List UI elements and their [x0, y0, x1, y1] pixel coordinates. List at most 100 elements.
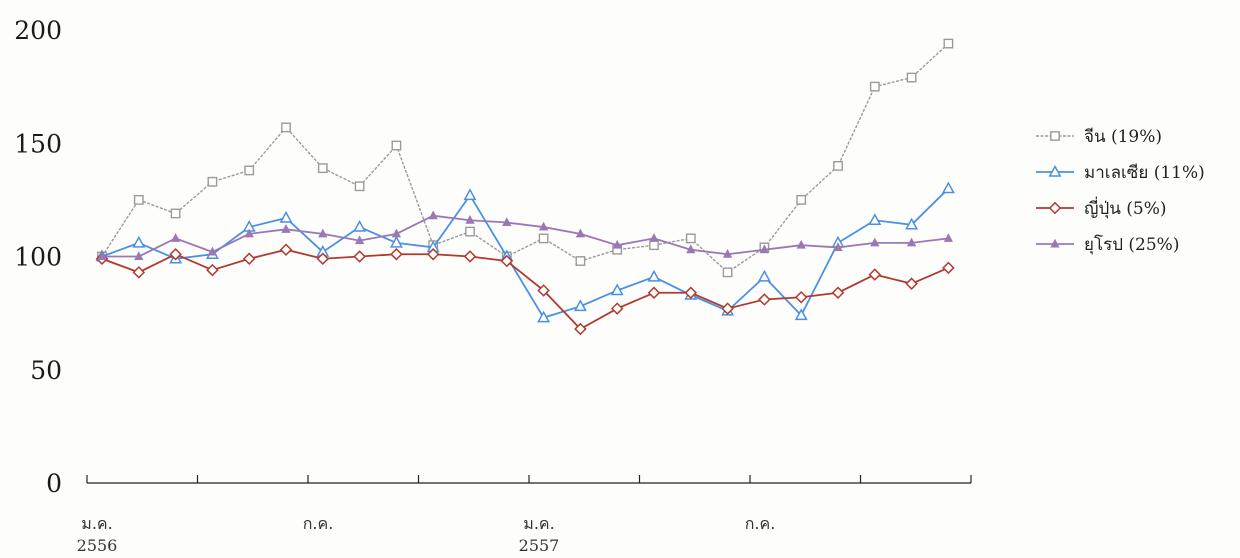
- data-point: [170, 208, 181, 219]
- data-point: [870, 237, 880, 247]
- data-point: [610, 283, 624, 296]
- data-point: [796, 239, 806, 249]
- data-point: [575, 256, 586, 266]
- data-point: [391, 140, 402, 151]
- data-point: [390, 247, 403, 261]
- data-point: [389, 235, 403, 248]
- legend-label: ญี่ปุ่น (5%): [1084, 196, 1167, 219]
- data-point: [906, 72, 917, 83]
- data-point: [133, 194, 144, 205]
- data-point: [905, 277, 918, 290]
- data-point: [279, 243, 293, 256]
- data-point: [610, 302, 624, 315]
- data-point: [537, 310, 551, 323]
- data-point: [943, 233, 954, 242]
- y-tick-label: 50: [30, 356, 62, 385]
- data-point: [942, 261, 955, 275]
- data-point: [317, 163, 328, 174]
- legend-label: มาเลเซีย (11%): [1084, 163, 1205, 183]
- data-point: [721, 302, 734, 315]
- data-point: [833, 242, 843, 251]
- data-point: [649, 240, 659, 251]
- data-point: [465, 214, 475, 224]
- legend-label: จีน (19%): [1084, 127, 1162, 147]
- data-point: [207, 176, 218, 187]
- data-point: [794, 291, 808, 304]
- series-layer: [95, 38, 955, 336]
- data-point: [647, 269, 661, 282]
- x-tick-label-month: ก.ค.: [745, 514, 776, 533]
- data-point: [465, 226, 475, 237]
- y-tick-label: 0: [46, 469, 62, 498]
- x-tick-label-year: 2556: [77, 536, 118, 554]
- data-point: [906, 237, 917, 247]
- data-point: [574, 322, 587, 336]
- data-point: [831, 286, 845, 300]
- data-point: [463, 188, 477, 201]
- data-point: [722, 248, 733, 258]
- legend-label: ยุโรป (25%): [1084, 234, 1179, 255]
- data-point: [97, 251, 107, 260]
- series-line: [101, 43, 949, 274]
- data-point: [943, 38, 954, 49]
- data-point: [573, 299, 587, 312]
- legend-item: จีน (19%): [1036, 127, 1162, 147]
- data-point: [685, 233, 696, 244]
- data-point: [500, 254, 514, 268]
- axes: 0 50 100 150 200 ม.ค. 2556 ก.ค. ม.ค. 2557 ก.ค.: [14, 16, 972, 555]
- data-point: [796, 194, 807, 205]
- data-point: [281, 224, 291, 233]
- data-point: [463, 250, 477, 263]
- legend-swatch-marker: [1048, 164, 1062, 177]
- data-point: [905, 217, 919, 230]
- data-point: [316, 252, 330, 266]
- data-point: [132, 235, 146, 248]
- data-point: [758, 293, 771, 306]
- data-point: [354, 181, 365, 192]
- series-3: [95, 243, 955, 336]
- data-point: [354, 235, 365, 245]
- y-tick-label: 200: [14, 16, 62, 45]
- data-point: [206, 263, 219, 277]
- data-point: [244, 228, 254, 238]
- data-point: [868, 213, 882, 226]
- y-tick-label: 100: [14, 243, 62, 272]
- legend-item: ญี่ปุ่น (5%): [1036, 196, 1167, 219]
- data-point: [833, 160, 843, 171]
- data-point: [941, 181, 955, 194]
- x-tick-label-month: ก.ค.: [303, 514, 334, 533]
- series-2: [95, 181, 955, 323]
- data-point: [242, 252, 256, 266]
- y-tick-label: 150: [14, 129, 62, 158]
- data-point: [538, 233, 549, 244]
- data-point: [647, 286, 661, 300]
- data-point: [353, 219, 367, 232]
- data-point: [538, 221, 549, 231]
- data-point: [428, 210, 438, 220]
- series-line: [102, 214, 949, 258]
- data-point: [279, 210, 293, 223]
- legend-swatch-marker: [1048, 201, 1062, 215]
- data-point: [207, 246, 218, 256]
- legend: จีน (19%) มาเลเซีย (11%) ญี่ปุ่น (5%) ยุโรป…: [1036, 127, 1205, 255]
- data-point: [318, 228, 328, 238]
- data-point: [502, 217, 512, 227]
- series-4: [97, 210, 954, 260]
- data-point: [757, 269, 771, 282]
- data-point: [722, 267, 733, 278]
- data-point: [170, 233, 181, 242]
- data-point: [794, 308, 808, 321]
- data-point: [684, 286, 698, 300]
- data-point: [649, 233, 659, 242]
- data-point: [869, 81, 880, 92]
- series-1: [97, 38, 954, 278]
- data-point: [537, 284, 550, 297]
- legend-swatch-marker: [1050, 238, 1060, 248]
- legend-item: ยุโรป (25%): [1036, 234, 1179, 255]
- series-line: [101, 187, 950, 319]
- data-point: [426, 247, 440, 261]
- x-tick-label-month: ม.ค.: [523, 514, 554, 533]
- data-point: [686, 244, 696, 254]
